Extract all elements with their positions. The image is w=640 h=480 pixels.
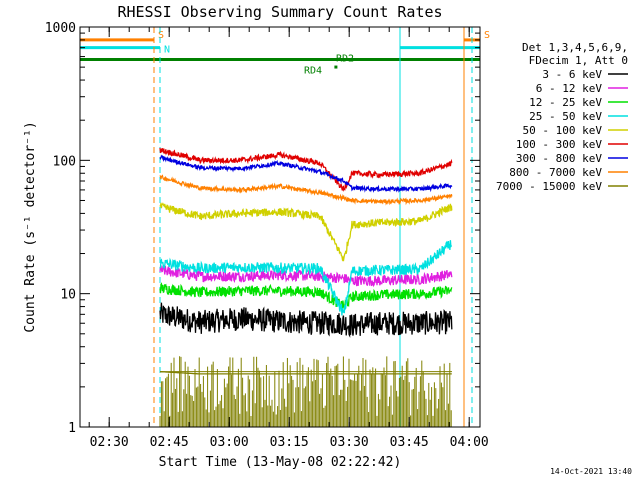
legend-label-50-100-kev: 50 - 100 keV (523, 124, 603, 137)
x-axis: 02:30 02:45 03:00 03:15 03:30 03:45 04:00 (88, 27, 489, 450)
legend: Det 1,3,4,5,6,9, FDecim 1, Att 0 3 - 6 k… (496, 41, 628, 193)
series-line-7000-15000-kev (160, 371, 452, 375)
y-tick-label: 100 (53, 154, 76, 169)
y-tick-label: 1000 (45, 21, 76, 36)
chart-title: RHESSI Observing Summary Count Rates (117, 3, 442, 21)
legend-label-6-12-kev: 6 - 12 keV (536, 82, 603, 95)
legend-label-300-800-kev: 300 - 800 keV (516, 152, 602, 165)
x-tick-label: 03:45 (390, 435, 429, 450)
series-line-12-25-kev (159, 282, 453, 311)
flag-label-rd4: RD4 (304, 66, 322, 77)
x-tick-label: 03:00 (210, 435, 249, 450)
y-axis: 1 10 100 1000 (45, 21, 480, 436)
flag-label-s: S (484, 30, 490, 41)
series-line-50-100-kev (159, 202, 453, 262)
series-line-6-12-kev (159, 265, 453, 288)
data-series (159, 147, 453, 427)
legend-label-3-6-kev: 3 - 6 keV (542, 68, 602, 81)
x-tick-label: 03:30 (330, 435, 369, 450)
x-tick-label: 03:15 (270, 435, 309, 450)
y-tick-label: 10 (60, 288, 76, 303)
date-stamp: 14-Oct-2021 13:40 (550, 467, 632, 476)
legend-label-12-25-kev: 12 - 25 keV (529, 96, 602, 109)
flag-label-rd2: RD2 (336, 54, 354, 65)
plot-frame (79, 26, 481, 428)
series-line-25-50-kev (159, 240, 452, 316)
flag-label-n: N (164, 45, 170, 56)
series-line-3-6-kev (159, 302, 453, 338)
x-axis-label: Start Time (13-May-08 02:22:42) (159, 455, 402, 470)
series-line-300-800-kev (159, 154, 453, 193)
legend-header-line-2: FDecim 1, Att 0 (529, 54, 628, 67)
legend-label-800-7000-kev: 800 - 7000 keV (509, 166, 602, 179)
legend-label-25-50-kev: 25 - 50 keV (529, 110, 602, 123)
x-tick-label: 02:45 (150, 435, 189, 450)
legend-header-line-1: Det 1,3,4,5,6,9, (522, 41, 628, 54)
y-tick-label: 1 (68, 421, 76, 436)
legend-label-7000-15000-kev: 7000 - 15000 keV (496, 180, 602, 193)
flag-marker-rd4 (334, 65, 338, 69)
x-tick-label: 02:30 (90, 435, 129, 450)
flag-label-s: S (158, 30, 164, 41)
series-line-800-7000-kev (159, 174, 453, 206)
legend-label-100-300-kev: 100 - 300 keV (516, 138, 602, 151)
y-axis-label: Count Rate (s⁻¹ detector⁻¹) (23, 121, 38, 332)
x-tick-label: 04:00 (450, 435, 489, 450)
series-line-100-300-kev (159, 147, 453, 192)
